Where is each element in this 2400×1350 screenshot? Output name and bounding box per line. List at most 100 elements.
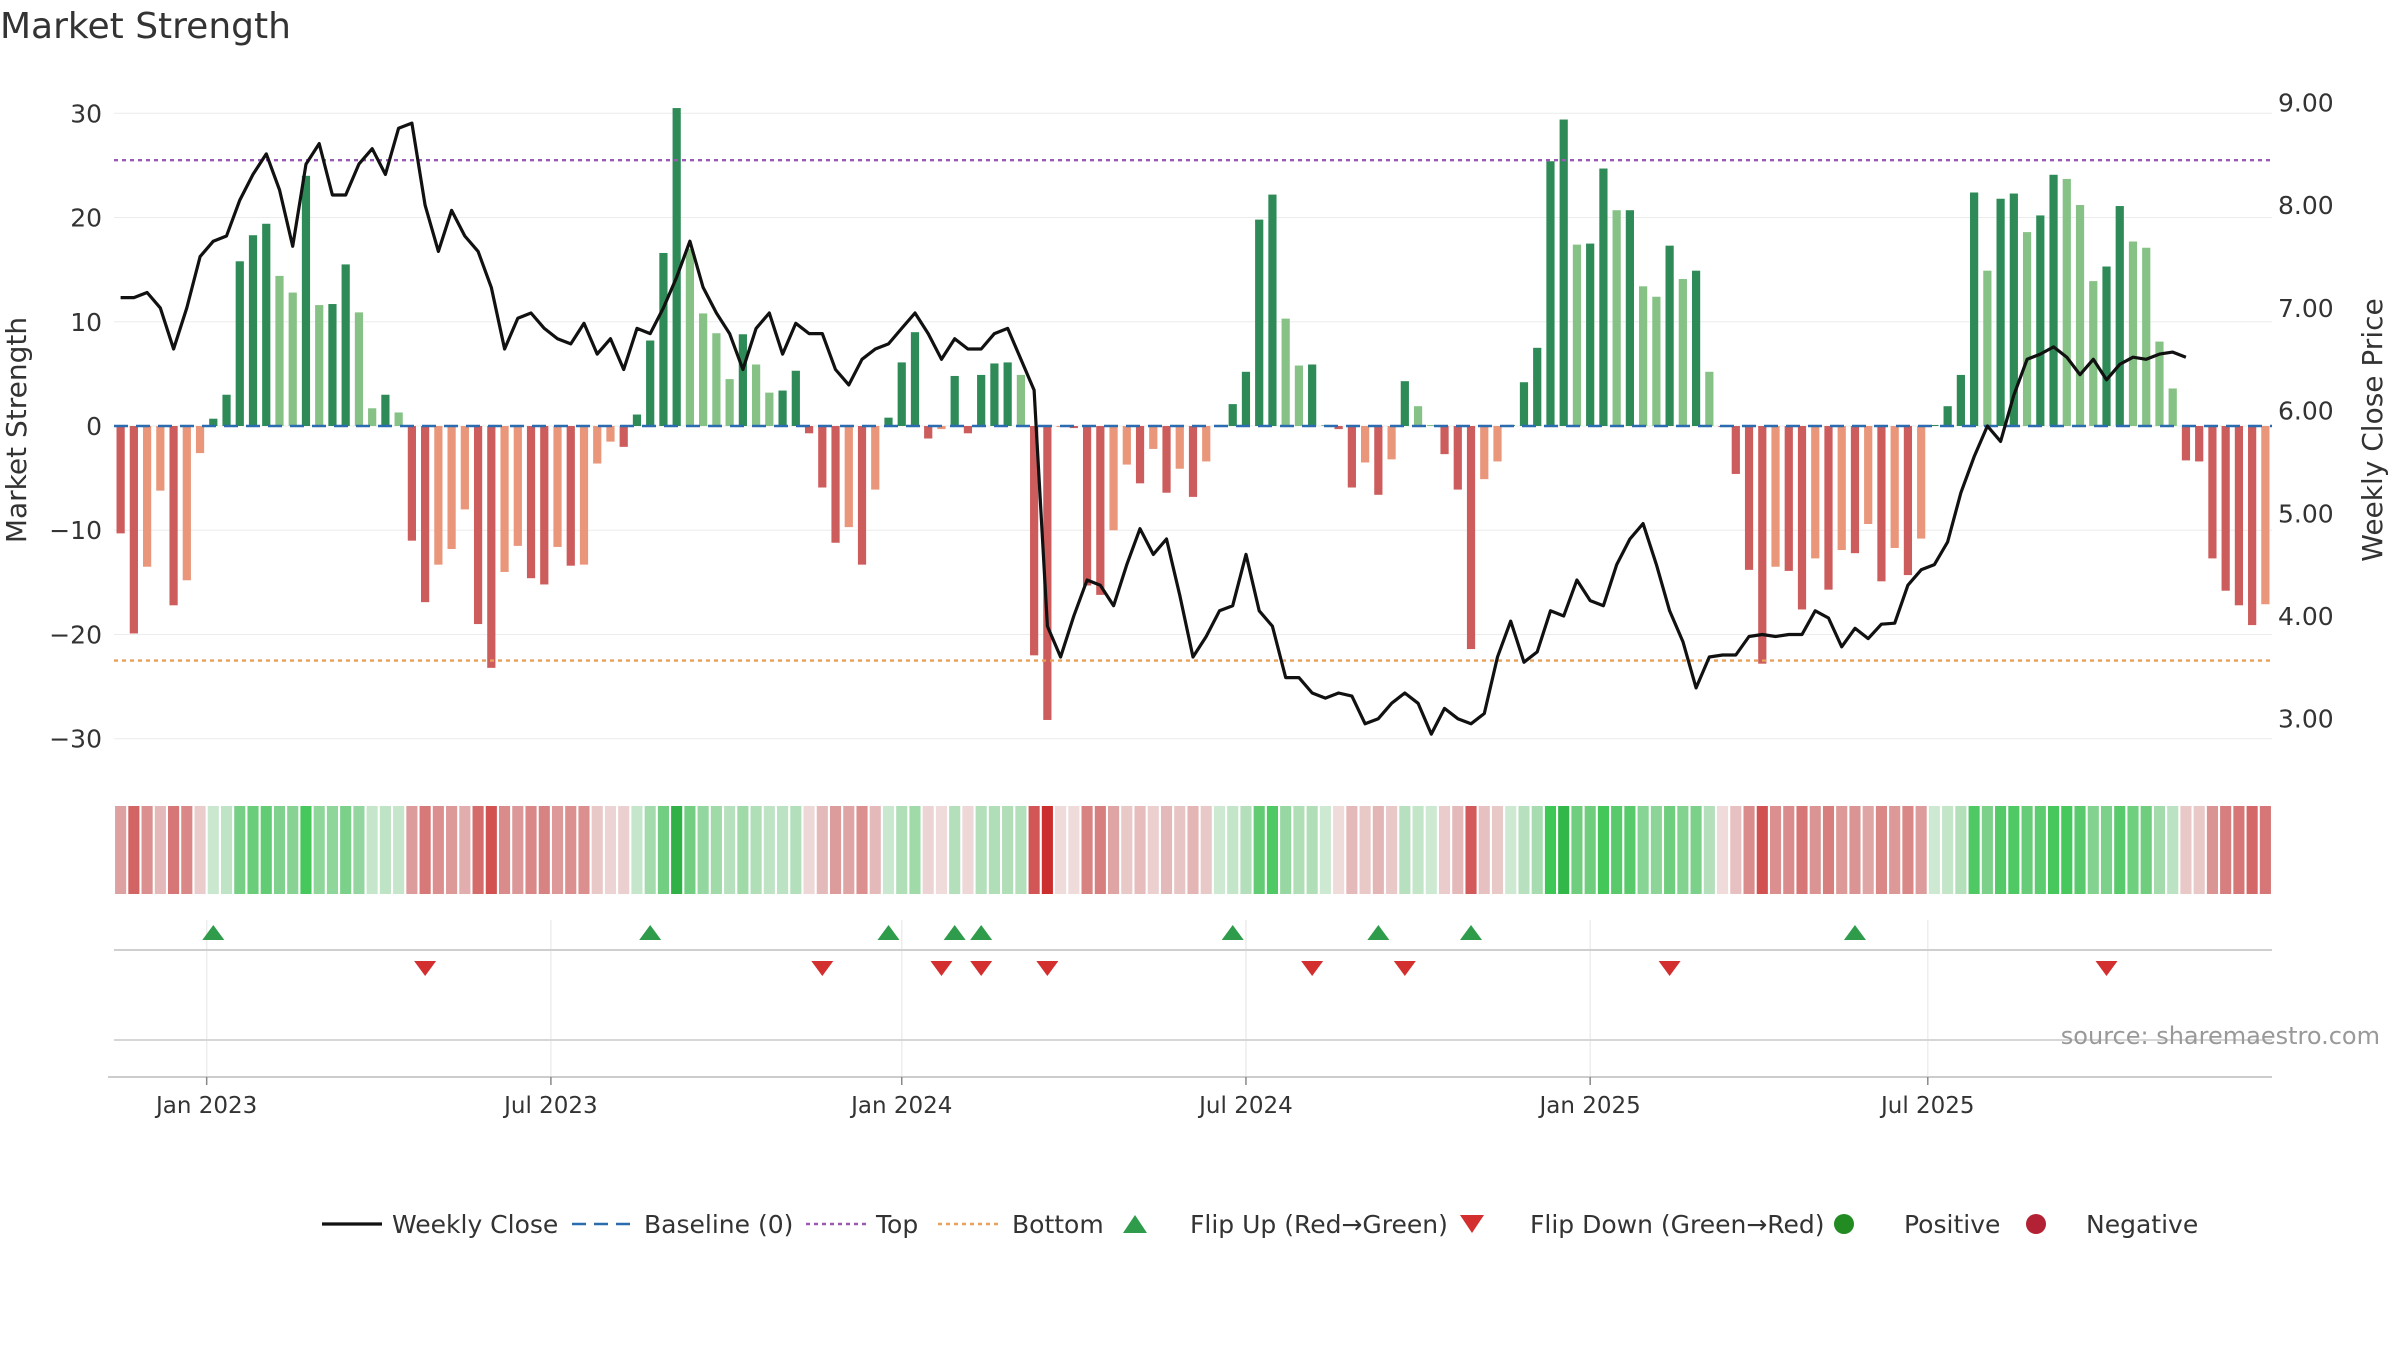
strip-cell — [1359, 806, 1371, 894]
left-tick-label: 20 — [70, 204, 102, 233]
strip-cell — [220, 806, 233, 894]
strip-cell — [1677, 806, 1689, 894]
strip-cell — [300, 806, 312, 894]
strength-bar — [275, 275, 284, 426]
strength-bar — [1784, 426, 1793, 571]
strip-cell — [962, 806, 974, 894]
left-tick-label: 10 — [70, 308, 102, 337]
strength-bar — [659, 252, 668, 426]
strip-cell — [2114, 806, 2126, 894]
legend-label: Flip Up (Red→Green) — [1190, 1210, 1448, 1239]
strength-bar — [1268, 194, 1277, 426]
strip-cell — [379, 806, 391, 894]
strength-bar — [487, 426, 496, 668]
strength-bar — [354, 312, 364, 426]
strength-bar — [2208, 426, 2217, 559]
strip-cell — [1134, 806, 1146, 894]
strength-bar — [2022, 232, 2032, 426]
strength-bar — [818, 426, 827, 488]
strip-cell — [816, 806, 828, 894]
strip-cell — [366, 806, 378, 894]
strip-cell — [1425, 806, 1437, 894]
strength-bar — [1546, 161, 1555, 426]
legend-label: Top — [875, 1210, 918, 1239]
strength-bar — [1374, 426, 1383, 495]
axes: 30 20 10 0 −10 −20 −30 9.00 8.00 7.00 6.00 5.00 4.00… — [49, 89, 2333, 754]
strip-cell — [485, 806, 497, 894]
legend-label: Weekly Close — [392, 1210, 558, 1239]
strength-bar — [421, 426, 430, 603]
strip-cell — [2127, 806, 2139, 894]
strength-bar — [381, 394, 390, 426]
strength-bar — [1308, 364, 1317, 426]
strip-cell — [551, 806, 564, 894]
strength-bar — [1149, 426, 1158, 449]
strength-bar — [1612, 210, 1621, 426]
strength-bar — [116, 426, 125, 534]
strip-cell — [1822, 806, 1835, 894]
strip-cell — [763, 806, 775, 894]
strength-bar — [1082, 426, 1092, 586]
strength-bar — [1744, 426, 1754, 570]
strip-cell — [2008, 806, 2020, 894]
strength-bar — [1771, 426, 1780, 567]
strength-bar — [195, 426, 205, 454]
right-tick-label: 3.00 — [2278, 705, 2334, 734]
legend-label: Positive — [1904, 1210, 2000, 1239]
flip-down-marker — [1658, 961, 1681, 976]
strength-bar — [1162, 426, 1171, 493]
strength-bar — [2036, 215, 2045, 426]
strip-cell — [154, 806, 166, 894]
flip-up-marker — [943, 925, 966, 940]
flip-up-marker — [877, 925, 900, 940]
strip-cell — [1386, 806, 1398, 894]
strength-bar — [1109, 426, 1118, 531]
strength-bar — [738, 334, 747, 426]
strength-bar — [394, 412, 403, 426]
strength-bar — [1175, 426, 1184, 469]
strip-cell — [1544, 806, 1557, 894]
strip-cell — [1438, 806, 1451, 894]
strip-cell — [1055, 806, 1067, 894]
strip-cell — [1333, 806, 1345, 894]
strength-bar — [1202, 426, 1211, 462]
strength-bar — [699, 313, 708, 426]
strength-bar — [1731, 426, 1740, 474]
strip-cell — [326, 806, 339, 894]
strength-bar — [129, 426, 138, 634]
strength-bar — [553, 426, 562, 547]
strip-cell — [644, 806, 656, 894]
strip-cell — [1081, 806, 1093, 894]
legend-circle — [2026, 1214, 2046, 1234]
strength-bar — [1241, 371, 1251, 426]
strength-bar — [1797, 426, 1807, 610]
strip-cell — [1955, 806, 1967, 894]
chart-title: Market Strength — [0, 6, 291, 47]
strength-bar — [235, 261, 244, 426]
strip-cell — [578, 806, 590, 894]
flip-up-marker — [1843, 925, 1866, 940]
strip-cell — [1796, 806, 1808, 894]
strength-bar — [619, 426, 628, 447]
weekly-close-line — [120, 121, 2187, 736]
strip-cell — [181, 806, 193, 894]
strip-cell — [1717, 806, 1729, 894]
strength-bar — [1572, 244, 1582, 426]
flip-up-marker — [1367, 925, 1390, 940]
strip-cell — [1002, 806, 1014, 894]
strip-cell — [234, 806, 246, 894]
strength-bar — [1652, 296, 1661, 426]
strip-cell — [1372, 806, 1384, 894]
strip-cell — [2034, 806, 2046, 894]
strength-bar — [156, 426, 165, 491]
strength-bar — [2062, 178, 2071, 426]
strength-bar — [1956, 374, 1965, 426]
strength-bar — [1030, 426, 1039, 656]
strength-bar — [341, 264, 350, 426]
strip-cell — [313, 806, 325, 894]
flip-down-marker — [1393, 961, 1416, 976]
strip-cell — [1121, 806, 1133, 894]
strip-cell — [512, 806, 524, 894]
strength-bar — [579, 426, 589, 565]
